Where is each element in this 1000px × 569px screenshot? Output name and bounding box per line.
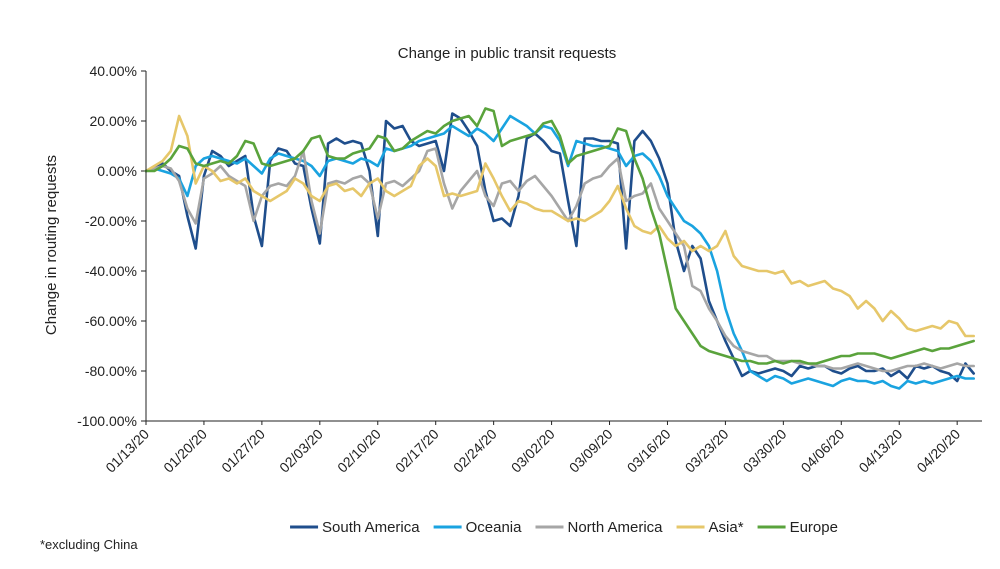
x-tick-label: 03/23/20: [682, 426, 732, 476]
legend-item: Asia*: [676, 519, 744, 536]
series-line-north-america: [144, 147, 976, 373]
x-tick-label: 02/24/20: [450, 426, 500, 476]
x-axis-ticks: 01/13/20 01/20/20 01/27/20 02/03/20 02/10/20…: [102, 421, 963, 476]
x-tick-label: 04/13/20: [855, 426, 905, 476]
legend-item: North America: [535, 519, 663, 536]
y-tick-label: 0.00%: [97, 163, 137, 179]
legend-label: North America: [567, 519, 663, 536]
legend-item: Europe: [757, 519, 838, 536]
x-tick-label: 03/09/20: [566, 426, 616, 476]
legend-label: Europe: [790, 519, 838, 536]
series-line-asia: [144, 114, 976, 338]
series-line-europe: [144, 107, 976, 365]
legend-label: Oceania: [466, 519, 523, 536]
x-tick-label: 03/30/20: [740, 426, 790, 476]
x-tick-label: 02/17/20: [392, 426, 442, 476]
y-tick-label: -20.00%: [85, 213, 137, 229]
legend-item: Oceania: [433, 519, 523, 536]
y-axis-ticks: 40.00% 20.00% 0.00% -20.00% -40.00% -60.00% -8…: [77, 63, 146, 429]
y-tick-label: 40.00%: [90, 63, 137, 79]
x-tick-label: 03/02/20: [508, 426, 558, 476]
y-tick-label: -40.00%: [85, 263, 137, 279]
series-lines: [144, 107, 976, 390]
x-tick-label: 02/10/20: [334, 426, 384, 476]
y-tick-label: -60.00%: [85, 313, 137, 329]
x-tick-label: 01/20/20: [160, 426, 210, 476]
x-tick-label: 03/16/20: [624, 426, 674, 476]
y-tick-label: -80.00%: [85, 363, 137, 379]
y-tick-label: 20.00%: [90, 113, 137, 129]
chart-title: Change in public transit requests: [398, 45, 616, 62]
x-tick-label: 02/03/20: [276, 426, 326, 476]
y-axis-title: Change in routing requests: [43, 155, 60, 335]
footnote: *excluding China: [40, 537, 138, 552]
x-tick-label: 01/13/20: [102, 426, 152, 476]
x-tick-label: 04/20/20: [913, 426, 963, 476]
legend-label: South America: [322, 519, 420, 536]
x-tick-label: 04/06/20: [798, 426, 848, 476]
legend-label: Asia*: [709, 519, 744, 536]
y-tick-label: -100.00%: [77, 413, 137, 429]
series-line-oceania: [144, 114, 976, 390]
legend-item: South America: [290, 519, 420, 536]
series-line-south-america: [144, 112, 976, 383]
legend: South America Oceania North America Asia* Eu…: [290, 519, 838, 536]
x-tick-label: 01/27/20: [218, 426, 268, 476]
